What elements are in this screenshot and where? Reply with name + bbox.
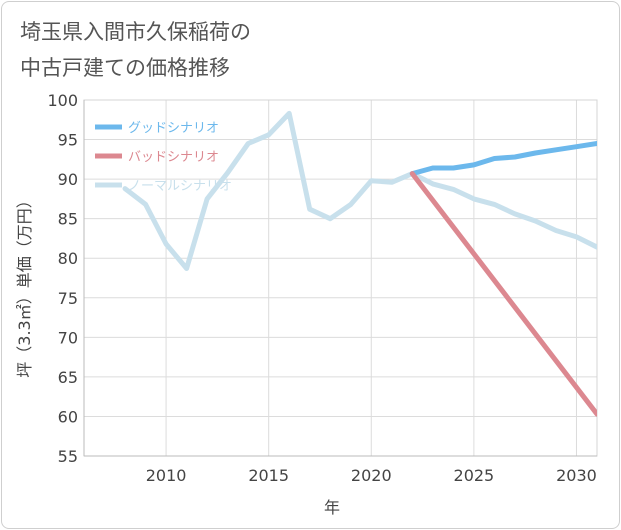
y-axis-label: 坪（3.3㎡）単価（万円） — [15, 192, 34, 377]
y-tick-label: 75 — [58, 289, 78, 308]
series-line-バッドシナリオ — [409, 171, 597, 417]
x-tick-label: 2010 — [146, 466, 187, 485]
chart-title-line-1: 埼玉県入間市久保稲荷の — [20, 20, 251, 44]
y-tick-label: 55 — [58, 447, 78, 466]
x-tick-label: 2025 — [454, 466, 495, 485]
series-lines — [122, 110, 597, 417]
x-tick-label: 2020 — [351, 466, 392, 485]
y-tick-label: 65 — [58, 368, 78, 387]
y-tick-label: 95 — [58, 131, 78, 150]
y-tick-label: 100 — [47, 91, 78, 110]
series-line-ノーマルシナリオ — [122, 110, 597, 271]
legend-label: グッドシナリオ — [128, 121, 219, 136]
y-tick-label: 80 — [58, 249, 78, 268]
x-tick-label: 2030 — [556, 466, 597, 485]
y-tick-label: 85 — [58, 210, 78, 229]
series-line-グッドシナリオ — [409, 141, 597, 177]
legend-label: バッドシナリオ — [128, 150, 219, 165]
y-tick-labels: 55 60 65 70 75 80 85 90 95 100 — [47, 91, 78, 466]
y-tick-label: 60 — [58, 407, 78, 426]
x-tick-label: 2015 — [248, 466, 289, 485]
axes — [83, 99, 598, 457]
chart-title: 埼玉県入間市久保稲荷の 中古戸建ての価格推移 — [20, 14, 251, 86]
legend-label: ノーマルシナリオ — [128, 179, 232, 194]
chart-title-line-2: 中古戸建ての価格推移 — [20, 56, 230, 80]
y-tick-label: 70 — [58, 328, 78, 347]
x-tick-labels: 2010 2015 2020 2025 2030 — [146, 466, 597, 485]
x-axis-label: 年 — [324, 498, 340, 517]
y-tick-label: 90 — [58, 170, 78, 189]
